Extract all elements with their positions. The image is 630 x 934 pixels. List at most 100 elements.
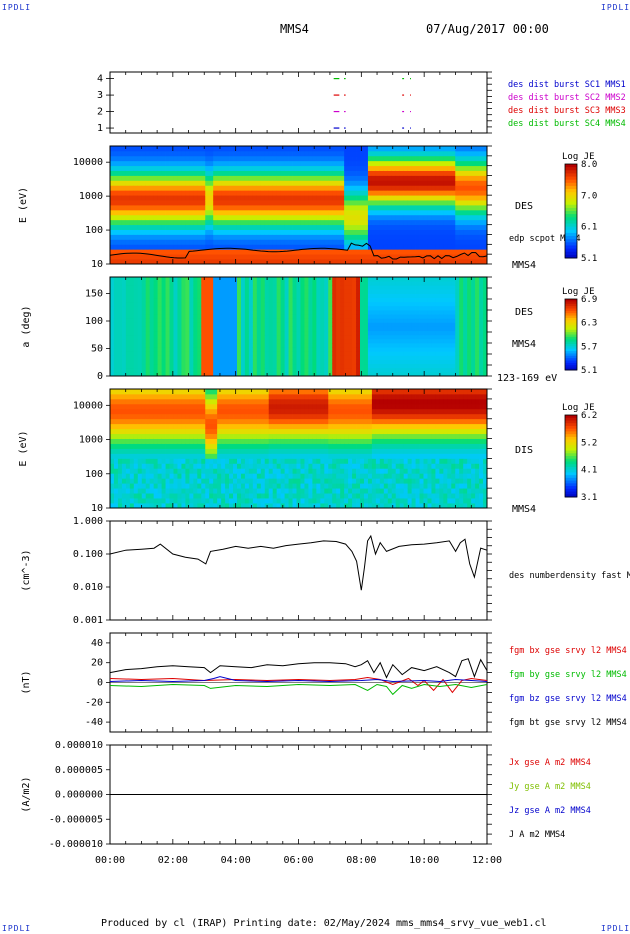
des-energy-cell xyxy=(161,244,166,250)
des-pitch-cell xyxy=(379,301,385,307)
des-pitch-cell xyxy=(447,318,452,323)
des-pitch-cell xyxy=(423,326,428,332)
des-pitch-cell xyxy=(113,355,119,360)
des-energy-cell xyxy=(332,190,337,196)
des-energy-cell xyxy=(268,259,274,265)
des-energy-cell xyxy=(367,200,373,206)
des-pitch-cell xyxy=(459,338,464,344)
des-pitch-cell xyxy=(296,338,301,344)
des-pitch-cell xyxy=(328,322,333,327)
des-pitch-cell xyxy=(173,330,178,336)
des-pitch-cell xyxy=(475,318,480,323)
des-pitch-cell xyxy=(292,293,297,299)
des-pitch-cell xyxy=(276,277,282,282)
des-energy-cell xyxy=(125,160,131,167)
des-energy-cell xyxy=(383,249,389,255)
des-pitch-cell xyxy=(483,318,488,323)
des-energy-cell xyxy=(272,254,278,260)
des-energy-cell xyxy=(324,244,329,250)
des-pitch-cell xyxy=(133,314,139,319)
des-energy-cell xyxy=(225,190,230,196)
des-energy-cell xyxy=(423,155,428,162)
des-pitch-cell xyxy=(193,355,198,360)
des-pitch-cell xyxy=(407,338,412,344)
des-pitch-cell xyxy=(141,285,147,290)
des-energy-cell xyxy=(268,200,274,206)
des-energy-cell xyxy=(336,229,341,235)
des-energy-cell xyxy=(328,249,333,255)
des-pitch-cell xyxy=(221,314,226,319)
des-pitch-cell xyxy=(292,281,297,286)
dis-energy-cell xyxy=(129,423,135,430)
des-pitch-cell xyxy=(236,322,242,327)
des-pitch-cell xyxy=(371,359,377,365)
des-energy-cell xyxy=(324,239,329,245)
des-energy-cell xyxy=(169,244,174,250)
des-pitch-cell xyxy=(121,289,127,294)
des-energy-cell xyxy=(149,205,155,211)
des-pitch-cell xyxy=(387,318,393,323)
dis-energy-cell xyxy=(149,418,155,425)
des-pitch-cell xyxy=(284,351,289,356)
des-energy-cell xyxy=(113,259,119,265)
des-energy-cell xyxy=(459,224,464,230)
des-pitch-cell xyxy=(316,347,321,352)
des-pitch-cell xyxy=(332,289,337,294)
des-energy-cell xyxy=(284,224,289,230)
des-pitch-cell xyxy=(181,314,186,319)
des-energy-cell xyxy=(375,224,381,230)
des-pitch-cell xyxy=(276,293,282,299)
des-pitch-cell xyxy=(272,293,278,299)
des-pitch-cell xyxy=(379,326,385,332)
des-pitch-cell xyxy=(483,367,488,373)
des-energy-cell xyxy=(221,170,226,176)
des-pitch-cell xyxy=(320,322,325,327)
des-pitch-cell xyxy=(316,330,321,336)
des-energy-cell xyxy=(447,160,452,167)
des-energy-cell xyxy=(213,229,218,235)
des-pitch-cell xyxy=(161,351,166,356)
des-energy-cell xyxy=(371,190,377,196)
des-energy-cell xyxy=(280,205,286,211)
des-pitch-cell xyxy=(280,281,286,286)
des-pitch-cell xyxy=(455,359,460,365)
des-energy-cell xyxy=(169,229,174,235)
des-energy-cell xyxy=(451,150,456,157)
des-energy-cell xyxy=(244,259,250,265)
des-pitch-cell xyxy=(221,305,226,311)
des-energy-cell xyxy=(233,249,238,255)
des-energy-cell xyxy=(300,185,305,191)
des-energy-cell xyxy=(451,214,456,221)
des-energy-cell xyxy=(201,214,206,221)
des-energy-cell xyxy=(415,146,420,152)
des-pitch-cell xyxy=(427,367,432,373)
des-pitch-cell xyxy=(145,289,151,294)
des-pitch-cell xyxy=(352,355,357,360)
des-pitch-cell xyxy=(371,351,377,356)
des-pitch-cell xyxy=(471,343,476,348)
des-pitch-cell xyxy=(276,330,282,336)
des-energy-cell xyxy=(125,200,131,206)
des-energy-cell xyxy=(240,146,246,152)
des-energy-cell xyxy=(308,180,313,186)
des-pitch-cell xyxy=(221,347,226,352)
des-pitch-cell xyxy=(248,301,254,307)
des-energy-cell xyxy=(395,259,401,265)
des-pitch-cell xyxy=(173,277,178,282)
des-energy-cell xyxy=(280,165,286,171)
des-pitch-cell xyxy=(185,330,190,336)
des-energy-cell xyxy=(181,200,186,206)
des-energy-cell xyxy=(233,180,238,186)
des-energy-cell xyxy=(463,259,468,265)
des-pitch-cell xyxy=(248,347,254,352)
des-energy-cell xyxy=(225,165,230,171)
des-pitch-cell xyxy=(356,326,361,332)
des-pitch-cell xyxy=(427,297,432,303)
des-energy-cell xyxy=(292,150,297,157)
des-energy-cell xyxy=(252,209,258,216)
des-energy-cell xyxy=(264,244,270,250)
des-pitch-cell xyxy=(423,330,428,336)
dis-energy-cell xyxy=(145,483,151,489)
des-pitch-cell xyxy=(201,343,206,348)
des-pitch-cell xyxy=(149,322,155,327)
